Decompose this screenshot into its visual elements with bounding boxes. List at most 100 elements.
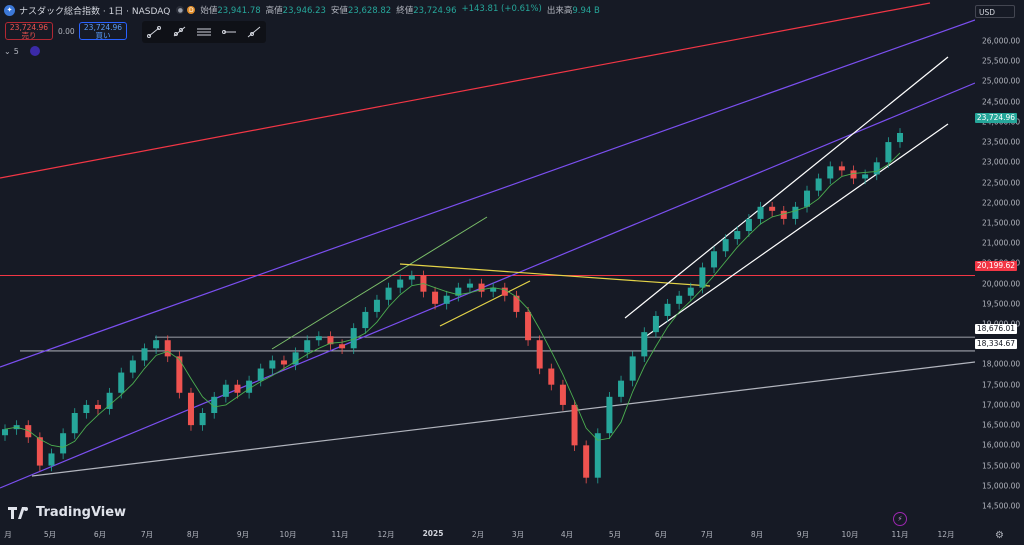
white-channel-upper[interactable] [624,56,949,319]
candle-body [699,267,706,288]
price-axis-label: 19,500.00 [982,299,1021,309]
indicator-legend[interactable]: ⌄ 5 [4,46,40,56]
candle-body [664,303,671,316]
candle-body [513,295,520,312]
price-axis-label: 22,000.00 [982,198,1021,208]
candle-body [315,336,322,341]
candle-body [199,413,206,426]
candle-body [118,372,125,393]
tradingview-logo-icon [8,506,28,519]
candle-body [397,279,404,288]
candle-body [745,218,752,232]
price-axis-label: 15,000.00 [982,481,1021,491]
yellow-trend-line[interactable] [399,263,711,287]
yellow-channel-line[interactable] [439,280,531,327]
price-axis-label: 23,000.00 [982,157,1021,167]
ray-icon[interactable] [171,25,187,39]
current-price-tag: 23,724.96 [975,113,1017,123]
candle-body [339,344,346,349]
lower-trend-line-purple[interactable] [0,82,975,489]
delayed-data-icon: D [187,6,196,14]
candle-body [606,396,613,434]
time-axis-label: 2025 [422,529,444,538]
candle-body [722,239,729,252]
level2-price-tag: 18,334.67 [975,339,1017,349]
price-axis-label: 14,500.00 [982,501,1021,511]
drawing-toolbar [142,21,266,43]
candle-body [246,380,253,393]
support-trend-line-grey[interactable] [31,361,975,477]
candle-body [687,287,694,296]
time-axis-label: 10月 [841,530,859,539]
time-axis-label: 12月 [937,530,955,539]
candle-body [432,291,439,304]
candle-body [594,433,601,478]
candle-body [827,166,834,179]
candle-body [36,437,43,466]
candle-body [222,384,229,397]
sell-price: 23,724.96 [9,23,49,32]
sell-button[interactable]: 23,724.96 売り [5,22,53,40]
candle-body [641,332,648,357]
candle-body [2,429,8,436]
candle-body [629,356,636,381]
upper-trend-line-purple[interactable] [0,19,975,368]
candle-body [466,283,473,288]
candle-body [862,174,869,179]
time-axis-label: 8月 [750,530,764,539]
candle-body [548,368,555,385]
candle-body [408,275,415,280]
extended-line-icon[interactable] [246,25,262,39]
price-axis-label: 25,000.00 [982,76,1021,86]
level1-price-tag: 18,676.01 [975,324,1017,334]
brand-name: TradingView [36,505,127,520]
indicator-count: 5 [13,46,19,56]
candle-body [804,190,811,207]
price-chart[interactable] [0,0,975,520]
moving-average-line[interactable] [4,152,901,448]
time-axis-label: 5月 [43,530,57,539]
candle-body [106,392,113,409]
trend-line-icon[interactable] [146,25,162,39]
buy-label: 買い [95,31,111,40]
candle-body [304,340,311,353]
gear-icon[interactable]: ⚙ [995,530,1004,541]
candle-body [153,340,160,349]
chevron-down-icon[interactable]: ⌄ [4,46,11,56]
time-axis-label: 12月 [377,530,395,539]
symbol-title[interactable]: ナスダック総合指数 · 1日 · NASDAQ [19,6,171,17]
candle-body [350,328,357,349]
candle-body [443,295,450,304]
long-trend-line-red[interactable] [0,2,931,179]
candle-body [885,142,892,163]
buy-price: 23,724.96 [83,23,123,32]
price-axis-label: 20,000.00 [982,279,1021,289]
candle-body [583,445,590,478]
tradingview-logo[interactable]: TradingView [8,505,126,520]
candle-body [792,206,799,219]
candle-body [757,206,764,219]
buy-button[interactable]: 23,724.96 買い [79,22,127,40]
candle-body [280,360,287,365]
candle-body [164,340,171,357]
candle-body [618,380,625,397]
price-axis-label: 16,500.00 [982,420,1021,430]
green-channel-line[interactable] [271,216,488,350]
time-axis-label: 6月 [93,530,107,539]
candle-body [652,315,659,333]
candle-body [234,384,241,393]
parallel-channel-icon[interactable] [196,25,212,39]
time-axis-label: 月 [4,530,12,539]
indicator-badge-icon[interactable] [29,46,40,56]
time-axis-label: 2月 [471,530,485,539]
lightning-icon[interactable]: ⚡ [893,512,907,526]
candle-body [60,433,67,454]
time-axis-label: 7月 [700,530,714,539]
symbol-logo-icon[interactable]: ✦ [4,4,15,16]
candle-body [769,206,776,211]
price-axis-label: 18,000.00 [982,359,1021,369]
currency-selector[interactable]: USD [975,5,1015,18]
horizontal-ray-icon[interactable] [221,25,237,39]
white-channel-lower[interactable] [644,123,949,338]
candle-body [676,295,683,304]
